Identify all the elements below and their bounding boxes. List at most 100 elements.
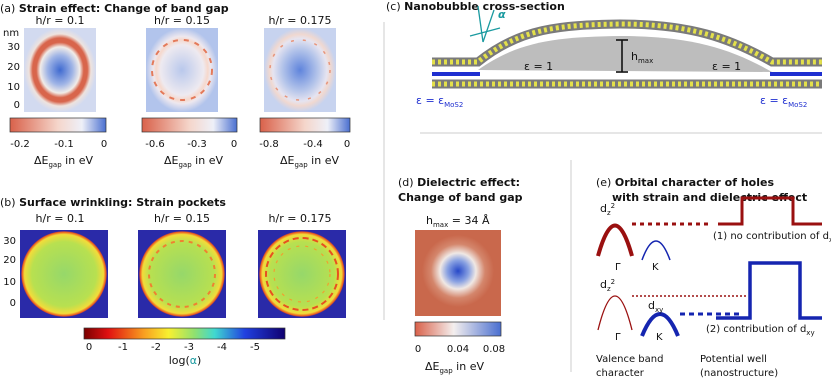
colorbar (83, 327, 286, 340)
panel-title: (c) Nanobubble cross-section (386, 0, 565, 13)
caption: h/r = 0.175 (269, 212, 332, 225)
height-label: hmax (631, 50, 653, 65)
title: Dielectric effect: (417, 176, 520, 189)
label-part: log( (169, 354, 190, 367)
colorbar-tick: -0.3 (187, 139, 207, 150)
ring (269, 39, 331, 101)
y-tick-label: 10 (3, 277, 16, 288)
panel-title: (a) Strain effect: Change of band gap (0, 2, 229, 15)
subscript: xy (806, 329, 814, 337)
colorbar-tick: -5 (250, 342, 260, 353)
caption: h/r = 0.15 (154, 212, 210, 225)
colorbar (141, 117, 238, 133)
subscript: xy (829, 236, 831, 244)
symbol: α (190, 354, 197, 367)
gamma-label: Γ (615, 332, 621, 343)
symbol: h (426, 214, 433, 227)
panel-title: (d) Dielectric effect: (398, 176, 520, 189)
subscript: gap (48, 161, 62, 169)
substrate-label: ε = εMoS2 (760, 94, 807, 109)
angle-arrows (469, 5, 501, 43)
title: Change of band gap (398, 191, 523, 204)
unit: in eV (192, 154, 224, 167)
subscript: MoS2 (444, 101, 463, 109)
potential-well (716, 261, 822, 320)
symbol: ε = ε (416, 94, 444, 107)
k-band (640, 312, 680, 337)
y-tick-label: 20 (7, 62, 20, 73)
orbital-label: dxy (648, 299, 663, 314)
value: = 34 Å (448, 214, 490, 227)
panel-label: (c) (386, 0, 401, 13)
subscript: max (433, 221, 448, 229)
colorbar-tick: 0.08 (483, 344, 505, 355)
caption: h/r = 0.175 (269, 14, 332, 27)
panel-title: (e) Orbital character of holes (596, 176, 774, 189)
k-label: K (656, 332, 663, 343)
heatmap (146, 28, 218, 112)
y-tick-label: 30 (3, 236, 16, 247)
colorbar-tick: 0 (344, 139, 350, 150)
superscript: 2 (611, 202, 615, 210)
y-tick-label: 10 (7, 82, 20, 93)
symbol: ΔE (34, 154, 49, 167)
symbol: ΔE (425, 360, 440, 373)
bubble (422, 235, 494, 307)
subscript: xy (655, 306, 663, 314)
gamma-band (596, 223, 634, 257)
colorbar (9, 117, 107, 133)
epsilon-label: ε = 1 (712, 60, 741, 73)
height-label: hmax = 34 Å (426, 214, 490, 229)
title: with strain and dielectric effect (612, 191, 807, 204)
colorbar-label: ΔEgap in eV (280, 154, 339, 169)
y-tick-label: 0 (10, 298, 16, 309)
title: Nanobubble cross-section (404, 0, 565, 13)
colorbar-tick: -0.4 (303, 139, 323, 150)
footer: Potential well (700, 354, 767, 365)
footer: Valence band (596, 354, 663, 365)
caption: h/r = 0.15 (154, 14, 210, 27)
panel-label: (d) (398, 176, 414, 189)
panel-title: (b) Surface wrinkling: Strain pockets (0, 196, 226, 209)
gamma-label: Γ (615, 262, 621, 273)
colorbar-tick: 0 (101, 139, 107, 150)
panel-label: (e) (596, 176, 611, 189)
bubble (259, 231, 345, 317)
pockets (148, 240, 216, 308)
colorbar-tick: -2 (151, 342, 161, 353)
gamma-band (597, 295, 633, 331)
pockets (265, 237, 339, 311)
colorbar-tick: -4 (217, 342, 227, 353)
colorbar-tick: -0.6 (145, 139, 165, 150)
top-layer (432, 19, 822, 67)
note-text: (2) contribution of d (706, 324, 806, 335)
k-band (641, 240, 671, 261)
heatmap (264, 28, 336, 112)
caption: h/r = 0.1 (36, 14, 85, 27)
colorbar-label: ΔEgap in eV (164, 154, 223, 169)
colorbar-tick: -0.1 (54, 139, 74, 150)
unit: in eV (453, 360, 485, 373)
footer: character (596, 368, 645, 379)
symbol: ΔE (164, 154, 179, 167)
colorbar-label: ΔEgap in eV (425, 360, 484, 375)
note-text: (1) no contribution of d (713, 231, 829, 242)
bubble (139, 231, 225, 317)
potential-well (718, 196, 822, 226)
substrate-label: ε = εMoS2 (416, 94, 463, 109)
title: Surface wrinkling: Strain pockets (19, 196, 226, 209)
caption: h/r = 0.1 (36, 212, 85, 225)
y-tick-label: 20 (3, 255, 16, 266)
subscript: gap (294, 161, 308, 169)
symbol: d (600, 278, 607, 291)
colorbar (414, 321, 502, 337)
orbital-label: dz2 (600, 202, 615, 217)
subscript: z (607, 285, 611, 293)
label-part: ) (197, 354, 201, 367)
epsilon-label: ε = 1 (524, 60, 553, 73)
superscript: 2 (611, 278, 615, 286)
title: Strain effect: Change of band gap (19, 2, 229, 15)
colorbar-tick: 0 (231, 139, 237, 150)
